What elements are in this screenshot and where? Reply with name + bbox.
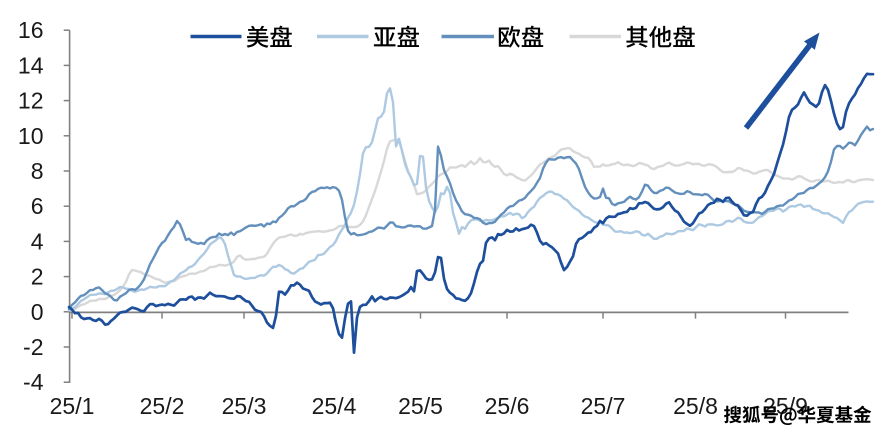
svg-text:10: 10 (18, 123, 44, 149)
svg-text:25/5: 25/5 (398, 393, 443, 419)
svg-text:16: 16 (18, 17, 44, 43)
svg-text:25/4: 25/4 (312, 393, 357, 419)
svg-text:2: 2 (31, 264, 44, 290)
svg-text:14: 14 (18, 52, 44, 78)
svg-text:-2: -2 (23, 334, 43, 360)
svg-text:-4: -4 (23, 369, 44, 395)
svg-text:0: 0 (31, 299, 44, 325)
svg-text:4: 4 (31, 228, 44, 254)
svg-text:25/3: 25/3 (222, 393, 267, 419)
svg-text:25/8: 25/8 (673, 393, 718, 419)
svg-text:6: 6 (31, 193, 44, 219)
svg-text:25/1: 25/1 (50, 393, 95, 419)
svg-text:12: 12 (18, 88, 44, 114)
svg-text:8: 8 (31, 158, 44, 184)
svg-text:25/6: 25/6 (485, 393, 530, 419)
svg-text:25/7: 25/7 (581, 393, 626, 419)
svg-text:25/2: 25/2 (140, 393, 185, 419)
